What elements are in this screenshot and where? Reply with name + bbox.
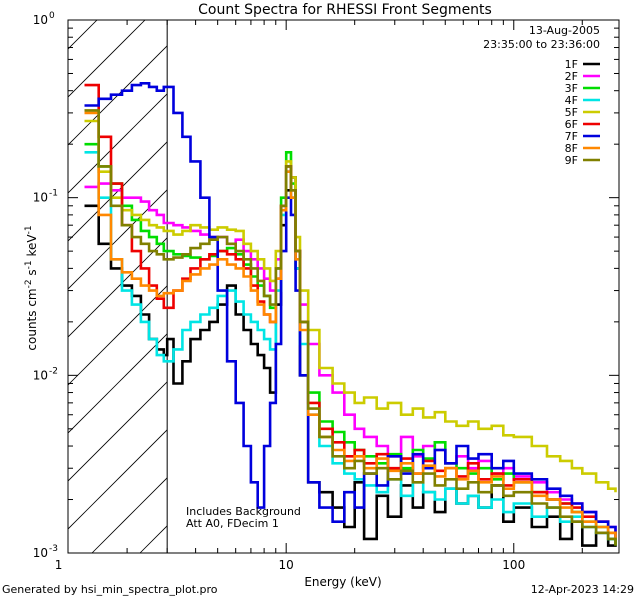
hatch-line	[332, 0, 640, 553]
hatch-line	[284, 0, 640, 553]
hatch-line	[476, 0, 640, 553]
legend-label-1F: 1F	[565, 58, 578, 71]
y-axis-label: counts cm-2 s-1 keV-1	[24, 225, 39, 350]
legend-label-5F: 5F	[565, 106, 578, 119]
hatch-line	[68, 45, 168, 146]
hatch-line	[68, 189, 168, 290]
y-axis-label-sup2: -1	[24, 260, 34, 269]
series-line-6F	[84, 83, 617, 539]
footer-generated-by: Generated by hsi_min_spectra_plot.pro	[2, 583, 218, 596]
legend-label-3F: 3F	[565, 82, 578, 95]
y-tick-label-exponent: 0	[49, 11, 55, 21]
y-tick-label-exponent: -3	[49, 544, 58, 554]
hatch-line	[0, 0, 116, 553]
hatch-line	[68, 429, 168, 530]
plot-frame	[67, 19, 620, 554]
y-axis-label-mid: s	[25, 269, 39, 279]
y-tick-label: 10	[33, 368, 48, 382]
y-axis-label-sup1: -2	[24, 279, 34, 288]
y-axis-label-main: counts cm	[25, 288, 39, 350]
observation-date: 13-Aug-2005	[529, 24, 600, 37]
x-axis-label: Energy (keV)	[304, 575, 381, 589]
hatch-line	[68, 141, 168, 242]
legend-label-7F: 7F	[565, 130, 578, 143]
hatch-line	[68, 381, 168, 482]
series-line-7F	[84, 82, 617, 539]
chart-title: Count Spectra for RHESSI Front Segments	[198, 2, 492, 18]
hatch-line	[68, 20, 146, 98]
annotation-attenuator: Att A0, FDecim 1	[186, 517, 279, 530]
x-tick-label: 10	[279, 558, 294, 572]
legend-label-2F: 2F	[565, 70, 578, 83]
hatch-line	[428, 0, 640, 553]
series-lines	[84, 82, 617, 547]
x-tick-label: 1	[55, 558, 63, 572]
y-axis-label-end: keV	[25, 234, 39, 261]
y-tick-label-exponent: -1	[49, 189, 58, 199]
axis-ticks	[68, 19, 619, 554]
series-line-3F	[84, 142, 617, 546]
hatched-region	[0, 0, 640, 553]
x-tick-label: 100	[502, 558, 525, 572]
series-line-9F	[84, 109, 617, 546]
legend-label-8F: 8F	[565, 142, 578, 155]
y-tick-label: 10	[33, 546, 48, 560]
hatch-line	[620, 0, 640, 553]
legend-label-6F: 6F	[565, 118, 578, 131]
hatch-line	[68, 237, 168, 338]
hatch-line	[68, 93, 168, 194]
y-axis-label-sup3: -1	[24, 225, 34, 234]
observation-time-range: 23:35:00 to 23:36:00	[483, 38, 600, 51]
hatch-line	[380, 0, 640, 553]
legend-label-9F: 9F	[565, 154, 578, 167]
footer-timestamp: 12-Apr-2023 14:29	[530, 583, 634, 596]
y-tick-label: 10	[33, 13, 48, 27]
hatch-line	[91, 477, 168, 553]
y-tick-label: 10	[33, 191, 48, 205]
y-tick-label-exponent: -2	[49, 366, 58, 376]
x-tick-labels: 1 10 100	[55, 558, 525, 572]
series-line-8F	[84, 111, 617, 539]
legend-label-4F: 4F	[565, 94, 578, 107]
annotation-background: Includes Background	[186, 505, 301, 518]
